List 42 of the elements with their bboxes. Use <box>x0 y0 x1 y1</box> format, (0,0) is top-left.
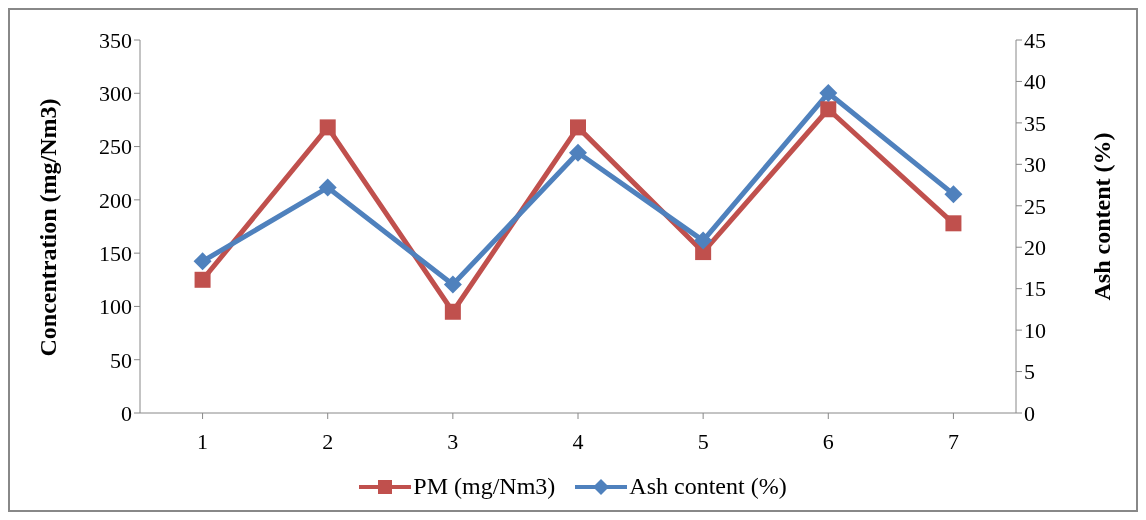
y2-tick-label: 35 <box>1024 110 1046 136</box>
y-tick-label: 100 <box>99 294 132 320</box>
point <box>944 185 963 204</box>
y2-tick-label: 0 <box>1024 400 1035 426</box>
x-tick-label: 5 <box>697 428 709 454</box>
point <box>820 101 837 118</box>
y-tick-label: 350 <box>99 27 132 53</box>
y-tick-label: 300 <box>99 81 132 107</box>
point <box>570 119 586 136</box>
y-tick-label: 200 <box>99 187 132 213</box>
point <box>194 271 211 288</box>
y2-tick-label: 45 <box>1024 27 1046 53</box>
y-tick-label: 0 <box>121 400 132 426</box>
y2-axis-title: Ash content (%) <box>1088 132 1115 301</box>
y-tick-label: 150 <box>99 240 132 266</box>
x-tick-label: 2 <box>322 428 334 454</box>
y-tick-label: 250 <box>99 134 132 160</box>
y2-tick-label: 5 <box>1024 359 1035 385</box>
point <box>193 252 212 271</box>
x-tick-label: 4 <box>572 428 584 454</box>
y2-tick-label: 15 <box>1024 276 1046 302</box>
legend-label: PM (mg/Nm3) <box>413 473 556 500</box>
point <box>443 275 462 294</box>
point <box>319 119 336 136</box>
x-tick-label: 6 <box>822 428 834 454</box>
point <box>694 231 713 250</box>
point <box>569 143 587 162</box>
x-tick-label: 7 <box>947 428 959 454</box>
y2-tick-label: 25 <box>1024 193 1046 219</box>
x-tick-label: 1 <box>197 428 209 454</box>
y2-tick-label: 30 <box>1024 152 1046 178</box>
y2-tick-label: 40 <box>1024 69 1046 95</box>
y-tick-label: 50 <box>110 347 132 373</box>
point <box>444 303 461 320</box>
y2-tick-label: 20 <box>1024 235 1046 261</box>
x-tick-label: 3 <box>447 428 459 454</box>
y-axis-title: Concentration (mg/Nm3) <box>34 98 61 357</box>
point <box>819 84 838 103</box>
point <box>318 178 337 197</box>
legend-label: Ash content (%) <box>629 473 787 500</box>
y2-tick-label: 10 <box>1024 317 1046 343</box>
point <box>945 215 962 232</box>
